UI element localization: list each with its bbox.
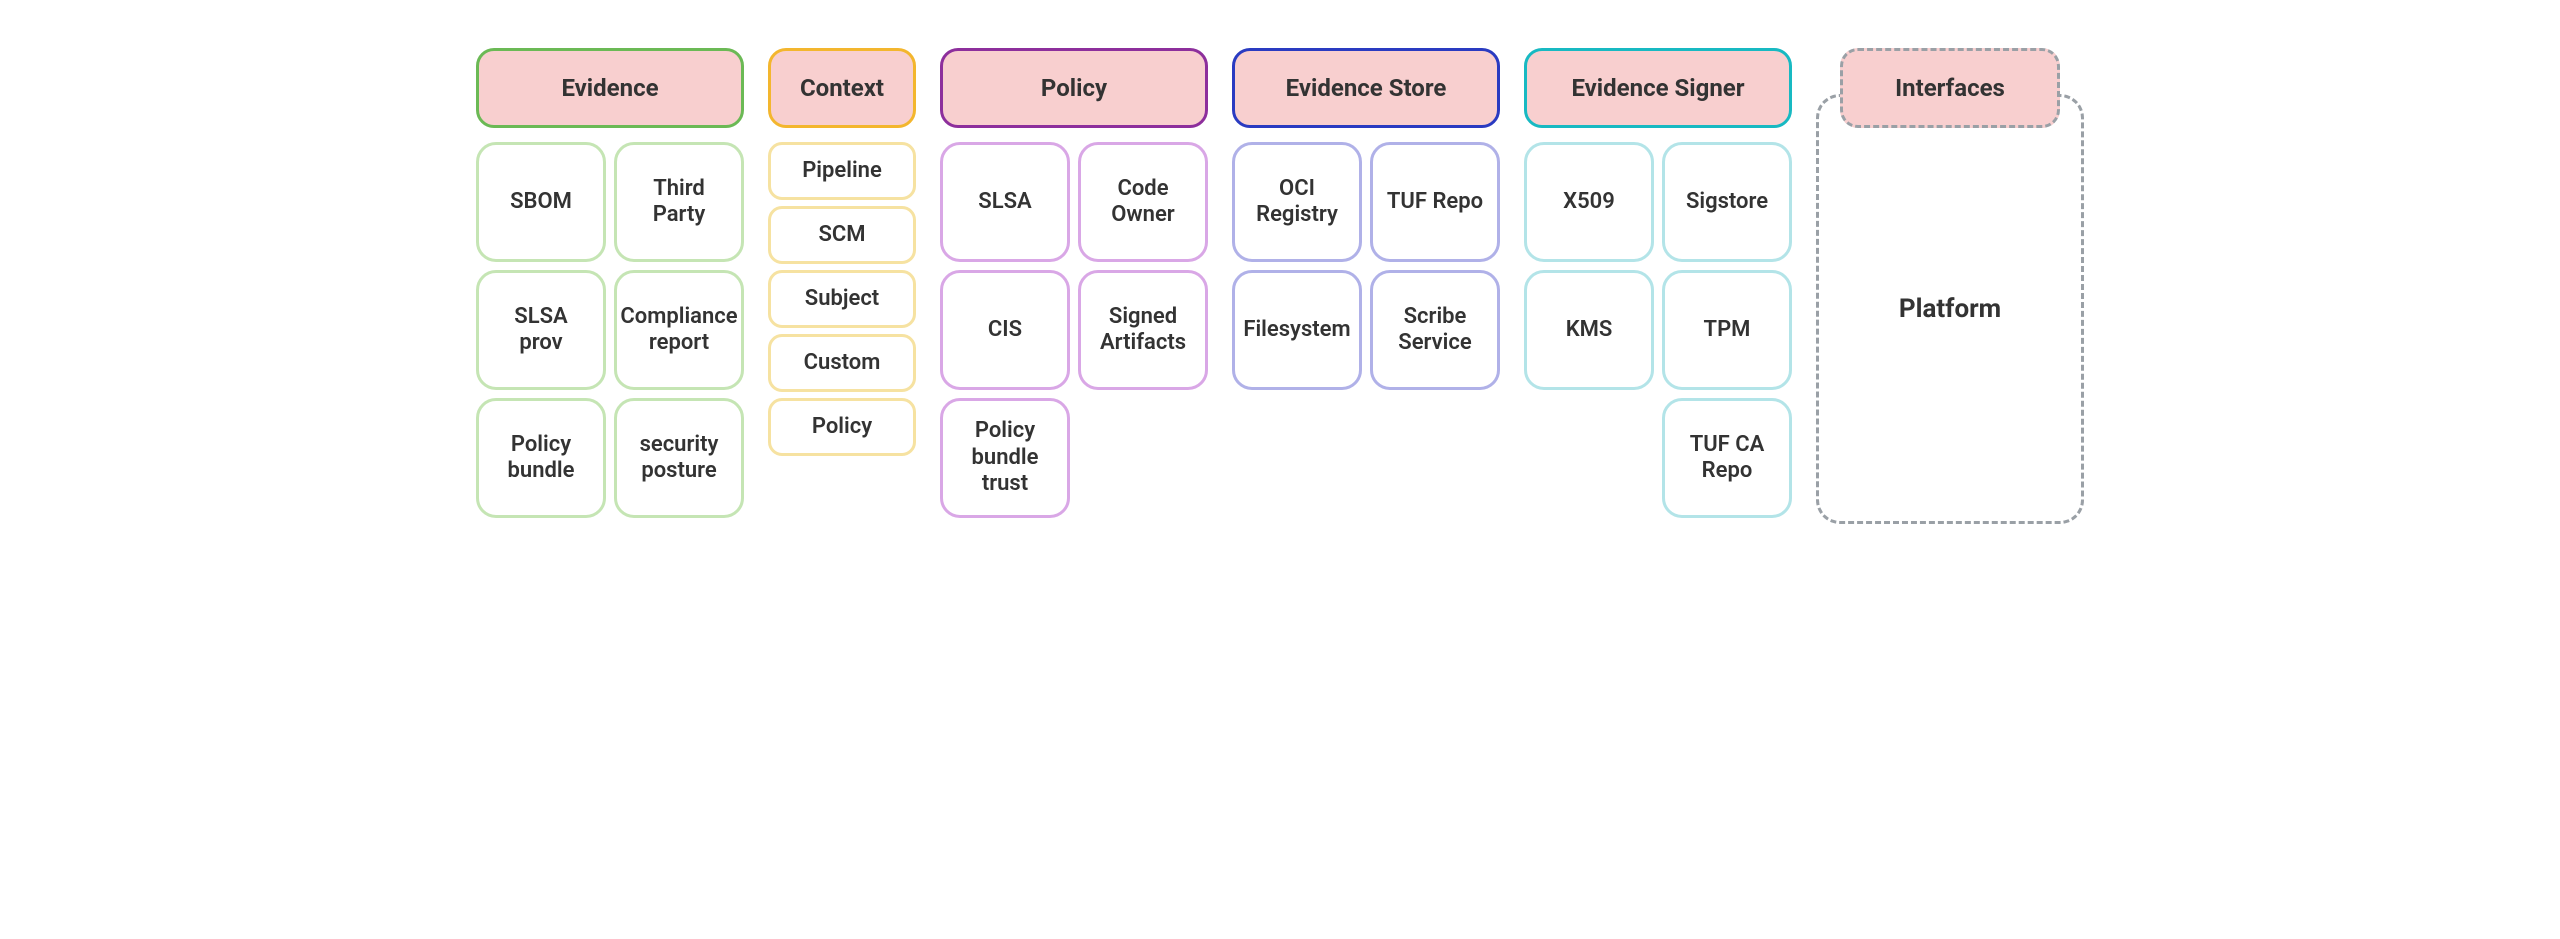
col-store: Evidence Store OCI Registry TUF Repo Fil… bbox=[1232, 48, 1500, 390]
cell-evidence-0-0: SBOM bbox=[476, 142, 606, 262]
cell-policy-0-1: Code Owner bbox=[1078, 142, 1208, 262]
header-store: Evidence Store bbox=[1232, 48, 1500, 128]
cell-policy-1-1: Signed Artifacts bbox=[1078, 270, 1208, 390]
cell-policy-0-0: SLSA bbox=[940, 142, 1070, 262]
cell-interfaces-platform: Platform bbox=[1816, 94, 2084, 524]
cell-policy-2-0: Policy bundle trust bbox=[940, 398, 1070, 518]
col-policy: Policy SLSA Code Owner CIS Signed Artifa… bbox=[940, 48, 1208, 518]
cell-store-1-0: Filesystem bbox=[1232, 270, 1362, 390]
cell-context-3: Custom bbox=[768, 334, 916, 392]
cell-policy-1-0: CIS bbox=[940, 270, 1070, 390]
header-interfaces: Interfaces bbox=[1840, 48, 2060, 128]
grid-store: OCI Registry TUF Repo Filesystem Scribe … bbox=[1232, 142, 1500, 390]
header-signer: Evidence Signer bbox=[1524, 48, 1792, 128]
cell-context-1: SCM bbox=[768, 206, 916, 264]
cell-store-1-1: Scribe Service bbox=[1370, 270, 1500, 390]
cell-signer-1-0: KMS bbox=[1524, 270, 1654, 390]
col-signer: Evidence Signer X509 Sigstore KMS TPM TU… bbox=[1524, 48, 1792, 518]
cell-evidence-0-1: Third Party bbox=[614, 142, 744, 262]
col-interfaces: Interfaces Platform bbox=[1816, 48, 2084, 524]
grid-policy: SLSA Code Owner CIS Signed Artifacts Pol… bbox=[940, 142, 1208, 518]
stack-context: Pipeline SCM Subject Custom Policy bbox=[768, 142, 916, 456]
cell-evidence-2-0: Policy bundle bbox=[476, 398, 606, 518]
header-evidence: Evidence bbox=[476, 48, 744, 128]
cell-evidence-1-1: Compliance report bbox=[614, 270, 744, 390]
cell-signer-1-1: TPM bbox=[1662, 270, 1792, 390]
cell-evidence-1-0: SLSA prov bbox=[476, 270, 606, 390]
cell-context-0: Pipeline bbox=[768, 142, 916, 200]
grid-signer: X509 Sigstore KMS TPM TUF CA Repo bbox=[1524, 142, 1792, 518]
header-policy: Policy bbox=[940, 48, 1208, 128]
cell-signer-0-0: X509 bbox=[1524, 142, 1654, 262]
cell-store-0-1: TUF Repo bbox=[1370, 142, 1500, 262]
architecture-diagram: Evidence SBOM Third Party SLSA prov Comp… bbox=[40, 48, 2520, 524]
col-evidence: Evidence SBOM Third Party SLSA prov Comp… bbox=[476, 48, 744, 518]
cell-signer-0-1: Sigstore bbox=[1662, 142, 1792, 262]
cell-context-2: Subject bbox=[768, 270, 916, 328]
cell-store-0-0: OCI Registry bbox=[1232, 142, 1362, 262]
grid-evidence: SBOM Third Party SLSA prov Compliance re… bbox=[476, 142, 744, 518]
col-context: Context Pipeline SCM Subject Custom Poli… bbox=[768, 48, 916, 456]
cell-evidence-2-1: security posture bbox=[614, 398, 744, 518]
header-context: Context bbox=[768, 48, 916, 128]
cell-context-4: Policy bbox=[768, 398, 916, 456]
cell-signer-2-1: TUF CA Repo bbox=[1662, 398, 1792, 518]
